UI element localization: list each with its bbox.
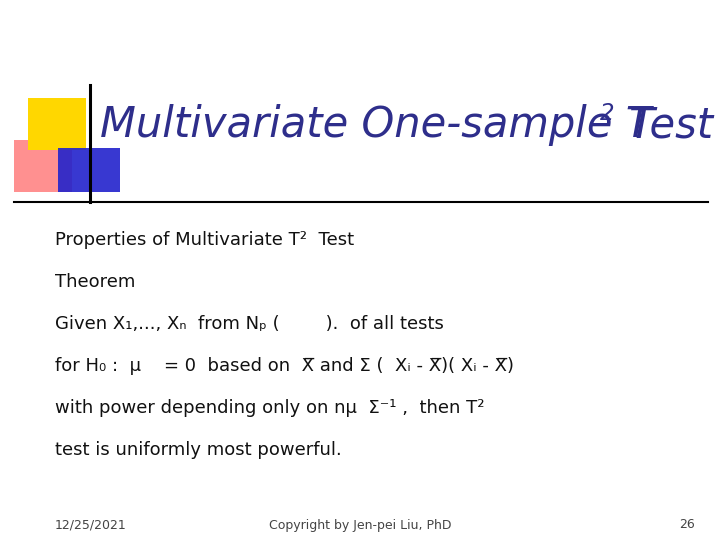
- Text: test is uniformly most powerful.: test is uniformly most powerful.: [55, 441, 342, 459]
- Text: Given Χ₁,..., Χₙ  from Nₚ (        ).  of all tests: Given Χ₁,..., Χₙ from Nₚ ( ). of all tes…: [55, 315, 444, 333]
- Text: Multivariate One-sample T: Multivariate One-sample T: [100, 104, 651, 146]
- Text: Copyright by Jen-pei Liu, PhD: Copyright by Jen-pei Liu, PhD: [269, 518, 451, 531]
- Bar: [28, 98, 86, 150]
- Text: 26: 26: [679, 518, 695, 531]
- Text: Theorem: Theorem: [55, 273, 135, 291]
- Text: 12/25/2021: 12/25/2021: [55, 518, 127, 531]
- Text: with power depending only on nμ  Σ⁻¹ ,  then T²: with power depending only on nμ Σ⁻¹ , th…: [55, 399, 485, 417]
- Text: Properties of Multivariate T²  Test: Properties of Multivariate T² Test: [55, 231, 354, 249]
- Text: Test: Test: [616, 104, 713, 146]
- Text: 2: 2: [600, 103, 614, 125]
- Text: for H₀ :  μ    = 0  based on  X̅ and Σ (  Xᵢ - X̅)( Xᵢ - X̅): for H₀ : μ = 0 based on X̅ and Σ ( Xᵢ - …: [55, 357, 514, 375]
- Bar: [58, 148, 120, 192]
- Bar: [14, 140, 72, 192]
